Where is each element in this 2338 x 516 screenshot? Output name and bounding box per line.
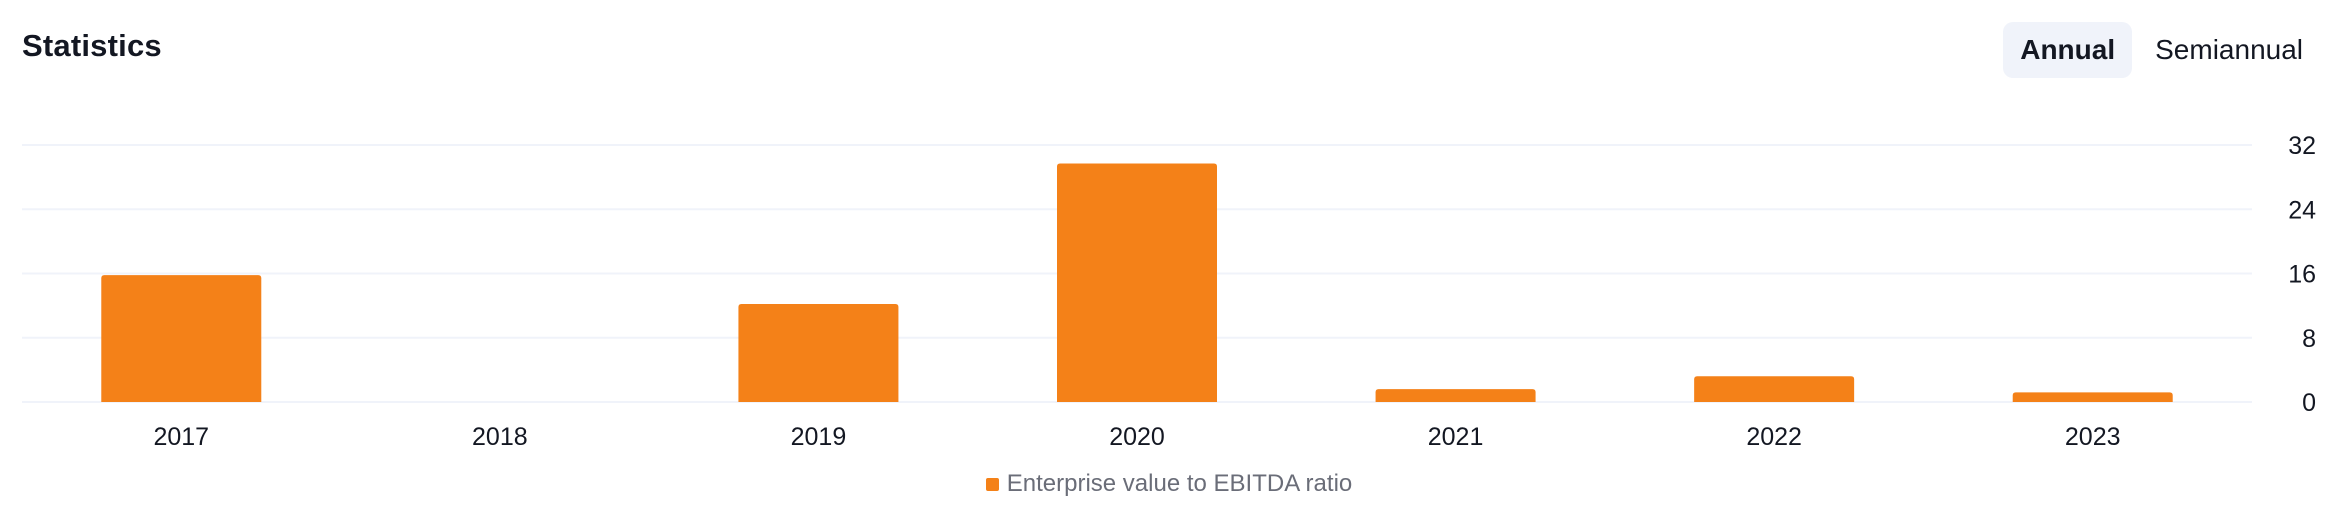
bar-2023[interactable] [2012, 392, 2173, 402]
legend-swatch [985, 477, 999, 491]
x-tick-label: 2018 [472, 423, 528, 451]
x-tick-label: 2021 [1428, 423, 1484, 451]
y-tick-label: 32 [2288, 132, 2316, 160]
y-tick-label: 8 [2302, 325, 2316, 353]
bar-2020[interactable] [1057, 163, 1217, 402]
x-tick-label: 2022 [1746, 423, 1802, 451]
x-tick-label: 2020 [1109, 423, 1165, 451]
chart-legend: Enterprise value to EBITDA ratio [0, 470, 2338, 498]
period-switch: Annual Semiannual [2003, 22, 2320, 78]
bar-2017[interactable] [101, 275, 262, 402]
y-tick-label: 0 [2302, 389, 2316, 417]
legend-label: Enterprise value to EBITDA ratio [1006, 470, 1353, 497]
x-axis-labels: 2017 2018 2019 2020 2021 2022 2023 [153, 423, 2120, 451]
x-tick-label: 2017 [153, 423, 209, 451]
y-axis-labels: 0 8 16 24 32 [2288, 132, 2316, 417]
y-tick-label: 16 [2288, 261, 2316, 289]
x-tick-label: 2019 [791, 423, 847, 451]
bar-2021[interactable] [1375, 389, 1536, 402]
page-title: Statistics [22, 28, 162, 63]
y-tick-label: 24 [2288, 196, 2316, 224]
x-tick-label: 2023 [2065, 423, 2121, 451]
bar-2022[interactable] [1694, 376, 1855, 402]
bar-2019[interactable] [738, 304, 899, 402]
semiannual-button[interactable]: Semiannual [2138, 22, 2320, 78]
bars [101, 163, 2173, 402]
annual-button[interactable]: Annual [2003, 22, 2133, 78]
